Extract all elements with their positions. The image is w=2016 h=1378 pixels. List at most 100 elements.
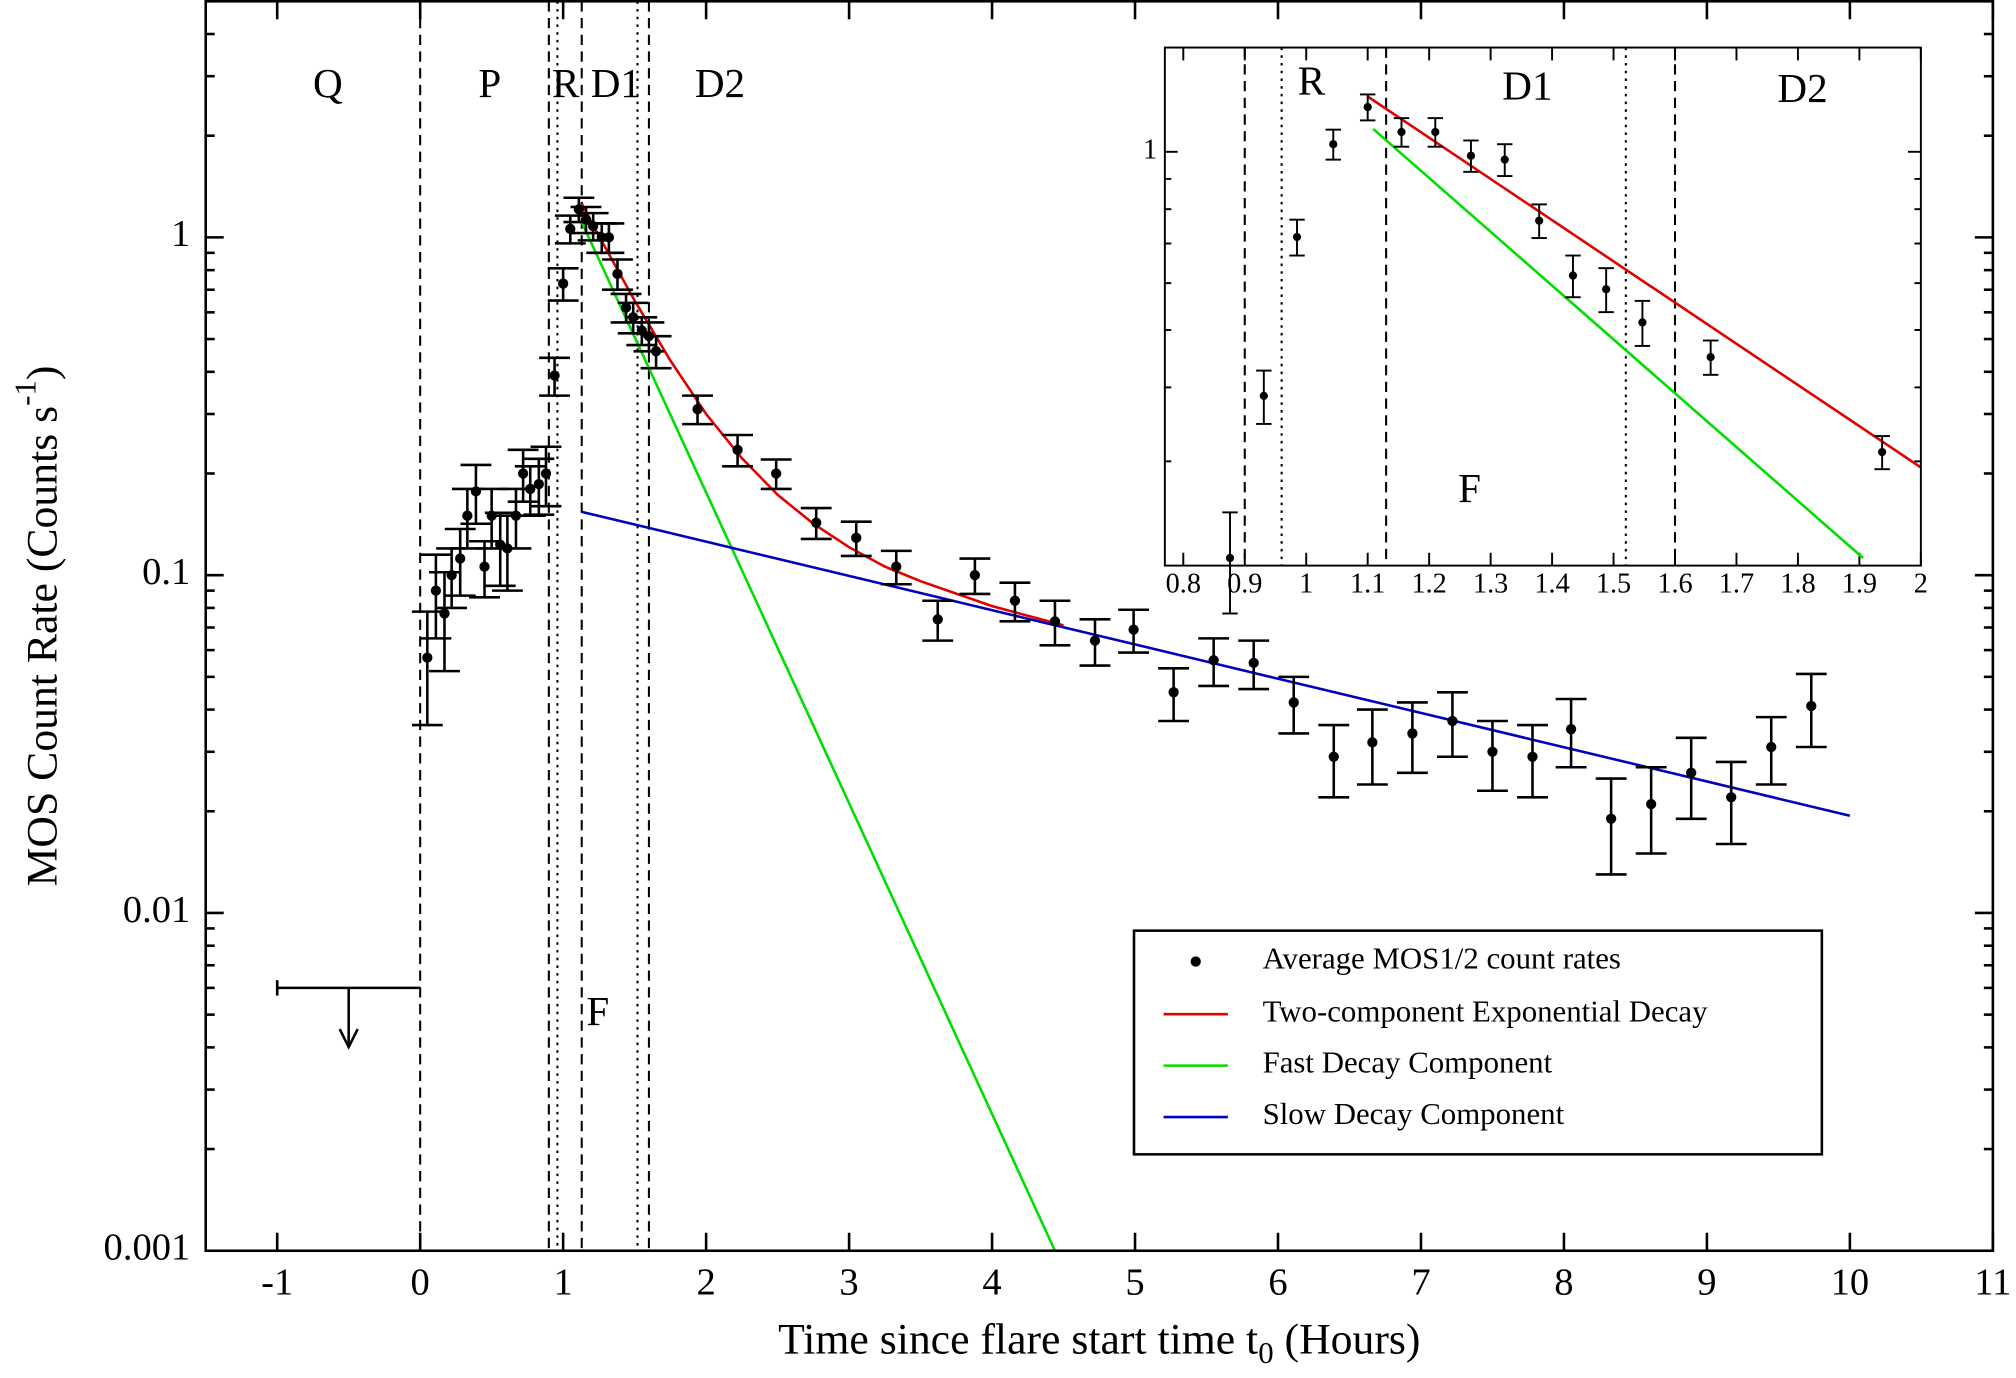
- upper-limit-arrowhead: [338, 1028, 359, 1050]
- y-tick-label: 1: [1143, 134, 1157, 165]
- region-label: R: [552, 60, 580, 106]
- x-axis-label: Time since flare start time t0 (Hours): [778, 1315, 1420, 1370]
- x-tick-label: 5: [1125, 1261, 1144, 1303]
- y-tick-label: 1: [171, 213, 190, 255]
- region-label: D1: [1502, 62, 1552, 108]
- data-point: [1407, 728, 1418, 739]
- legend-text: Two-component Exponential Decay: [1263, 994, 1709, 1028]
- data-point: [430, 585, 442, 596]
- data-point: [1288, 697, 1299, 708]
- x-tick-label: 4: [982, 1261, 1001, 1303]
- y-label-text: MOS Count Rate (Counts s: [18, 406, 66, 887]
- data-point: [1527, 751, 1538, 762]
- data-point: [771, 468, 782, 479]
- data-point: [1128, 624, 1139, 635]
- data-point: [533, 478, 544, 490]
- region-label: F: [1458, 465, 1481, 511]
- data-point: [1500, 155, 1509, 164]
- data-point: [517, 468, 529, 479]
- data-point: [1602, 285, 1611, 294]
- y-tick-label: 0.001: [104, 1227, 191, 1269]
- data-point: [1568, 271, 1578, 280]
- data-point: [1248, 657, 1259, 669]
- data-point: [455, 553, 466, 564]
- x-tick-label: 9: [1697, 1261, 1716, 1303]
- y-label-after: ): [18, 366, 66, 381]
- data-point: [580, 214, 592, 225]
- data-point: [1089, 635, 1101, 646]
- data-point: [732, 444, 743, 455]
- region-label: R: [1298, 57, 1326, 103]
- data-point: [439, 608, 450, 619]
- data-point: [1466, 151, 1476, 160]
- fit-line: [1372, 127, 1864, 559]
- data-point: [1363, 102, 1372, 112]
- x-tick-label: 2: [696, 1261, 715, 1303]
- data-point: [462, 510, 473, 521]
- data-point: [1686, 767, 1697, 778]
- data-point: [565, 223, 576, 234]
- error-bar: [420, 553, 452, 640]
- region-label: D1: [591, 60, 641, 106]
- y-axis-label: MOS Count Rate (Counts s-1): [8, 366, 66, 887]
- x-tick-label: 1.9: [1842, 569, 1877, 600]
- data-point: [479, 561, 490, 572]
- data-point: [650, 346, 662, 357]
- data-point: [558, 278, 569, 289]
- error-bar: [1675, 736, 1707, 821]
- data-point: [1605, 813, 1617, 824]
- x-tick-label: 1: [1299, 569, 1313, 600]
- legend-box: [1132, 929, 1824, 1156]
- data-point: [1329, 140, 1338, 149]
- data-point: [1367, 737, 1378, 748]
- x-tick-label: 0.8: [1166, 569, 1201, 600]
- x-tick-label: 1.2: [1411, 569, 1446, 600]
- region-label: Q: [313, 60, 343, 106]
- y-label-sup: -1: [8, 380, 42, 406]
- error-bar: [1715, 760, 1747, 846]
- data-point: [1225, 553, 1235, 563]
- x-label-text: Time since flare start time t: [778, 1315, 1258, 1363]
- x-tick-label: 1.8: [1780, 569, 1815, 600]
- data-point: [1565, 724, 1577, 735]
- x-tick-label: 1: [554, 1261, 573, 1303]
- data-point: [1397, 127, 1406, 137]
- data-point: [1535, 216, 1544, 225]
- y-tick-label: 0.01: [123, 889, 190, 931]
- x-tick-label: 3: [839, 1261, 858, 1303]
- data-point: [1328, 751, 1339, 762]
- plot-frame: [1163, 46, 1922, 567]
- data-point: [851, 532, 862, 543]
- data-point: [1766, 741, 1777, 753]
- data-point: [1726, 792, 1737, 803]
- legend: Average MOS1/2 count rates Two-component …: [1132, 929, 1824, 1156]
- x-tick-label: 1.6: [1657, 569, 1692, 600]
- x-tick-label: 0.9: [1227, 569, 1262, 600]
- x-tick-label: 8: [1554, 1261, 1573, 1303]
- data-point: [1292, 232, 1302, 242]
- error-bar: [1595, 777, 1627, 876]
- data-point: [1487, 746, 1498, 757]
- fit-line: [580, 221, 1057, 1252]
- data-point: [612, 268, 623, 279]
- x-tick-label: 2: [1914, 569, 1928, 600]
- data-point: [1259, 391, 1268, 400]
- legend-text: Average MOS1/2 count rates: [1263, 942, 1621, 976]
- error-bar: [1222, 511, 1238, 615]
- data-point: [1878, 447, 1887, 457]
- legend-text: Slow Decay Component: [1263, 1097, 1565, 1131]
- data-point: [811, 517, 822, 528]
- inset-plot: 0.8 0.9 1 1.1 1.2 1.3 1.4 1.5 1.6 1.7 1.8 1.9 2 1 R D1 D…: [1143, 46, 1928, 615]
- data-point: [692, 404, 703, 415]
- data-point: [446, 570, 457, 581]
- x-tick-label: 1.3: [1473, 569, 1508, 600]
- data-point: [1646, 798, 1657, 810]
- data-point: [1806, 700, 1817, 712]
- error-bar: [411, 610, 443, 727]
- plot-frame: [204, 0, 1995, 1253]
- x-tick-label: 1.5: [1596, 569, 1631, 600]
- fit-line: [580, 202, 1064, 627]
- upper-limit: [275, 980, 421, 1050]
- x-tick-label: -1: [261, 1261, 293, 1303]
